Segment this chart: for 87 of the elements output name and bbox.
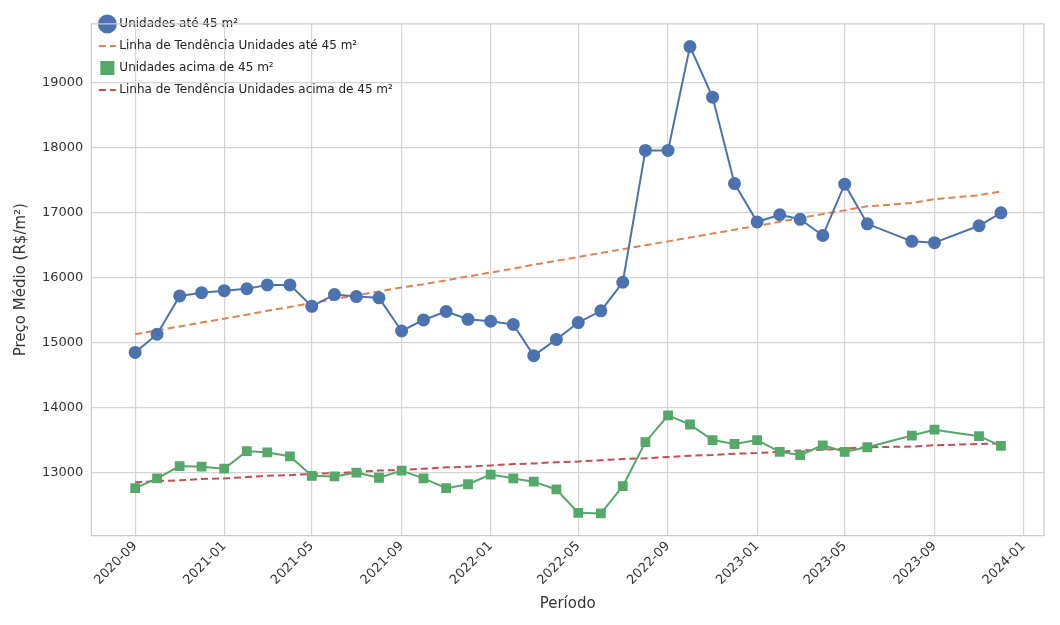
point [683, 40, 697, 54]
point [816, 229, 830, 243]
y-tick-label: 19000 [42, 74, 84, 90]
x-axis-title: Período [539, 593, 596, 612]
point [773, 208, 787, 222]
point [349, 290, 363, 304]
point [484, 314, 498, 328]
point [241, 446, 252, 457]
point [752, 435, 762, 445]
point [817, 440, 828, 451]
point [441, 483, 452, 494]
point [351, 467, 362, 478]
point [994, 206, 1008, 220]
point [727, 177, 741, 191]
point [327, 288, 341, 302]
point [305, 299, 319, 313]
point [485, 469, 496, 480]
point [285, 451, 295, 462]
point [506, 317, 520, 331]
point [196, 461, 207, 472]
point [195, 286, 209, 300]
point [860, 217, 874, 231]
point [663, 410, 673, 421]
point [283, 278, 297, 292]
point [839, 446, 850, 457]
point [174, 461, 185, 471]
point [549, 332, 563, 346]
point [439, 305, 453, 318]
y-tick-label: 15000 [42, 334, 84, 350]
point [729, 439, 740, 449]
point [707, 435, 718, 445]
point [838, 177, 852, 191]
point [260, 278, 274, 292]
point [750, 215, 764, 229]
point [528, 476, 539, 487]
point [128, 345, 142, 359]
point [616, 275, 630, 289]
point [706, 90, 720, 104]
y-tick-label: 16000 [42, 269, 84, 285]
point [508, 473, 519, 484]
point [527, 349, 541, 363]
point [150, 327, 164, 341]
point [396, 465, 407, 476]
legend-label: Unidades acima de 45 m² [119, 60, 274, 75]
point [594, 304, 608, 318]
point [173, 289, 187, 303]
point [905, 234, 919, 248]
point [638, 143, 652, 157]
y-tick-label: 18000 [42, 139, 84, 155]
point [972, 219, 986, 233]
point [374, 472, 384, 483]
y-tick-label: 14000 [42, 399, 84, 414]
y-tick-label: 13000 [42, 463, 84, 479]
point [130, 483, 141, 494]
y-axis-title: Preço Médio (R$/m²) [10, 203, 29, 357]
point [996, 441, 1006, 451]
point [974, 431, 984, 442]
point [661, 143, 675, 157]
point [795, 450, 806, 460]
legend-label: Linha de Tendência Unidades acima de 45 m² [119, 82, 394, 97]
point [306, 470, 317, 481]
point [463, 479, 473, 490]
point [640, 437, 651, 447]
point [571, 316, 585, 330]
point [596, 508, 606, 519]
point [774, 446, 785, 457]
point [906, 430, 917, 441]
point [685, 419, 695, 430]
point [417, 313, 430, 327]
point [862, 442, 873, 453]
point [793, 212, 807, 226]
point [617, 481, 628, 492]
point [262, 447, 273, 458]
point [929, 424, 940, 435]
point [240, 282, 254, 296]
legend-label: Linha de Tendência Unidades até 45 m² [119, 38, 358, 53]
legend-label: Unidades até 45 m² [119, 16, 239, 31]
point [219, 463, 230, 474]
point [395, 324, 409, 338]
point [372, 291, 386, 305]
y-tick-label: 17000 [42, 204, 84, 220]
point [551, 484, 562, 495]
point [217, 284, 231, 298]
point [928, 236, 941, 250]
point [573, 507, 584, 518]
point [461, 312, 475, 326]
point [152, 473, 162, 484]
